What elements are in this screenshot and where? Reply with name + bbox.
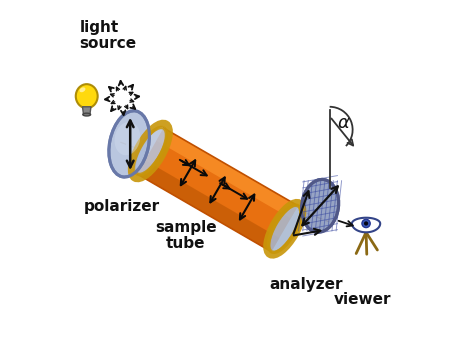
Polygon shape [156, 128, 298, 218]
Ellipse shape [115, 122, 140, 155]
Text: α: α [338, 114, 350, 132]
Ellipse shape [80, 87, 85, 92]
Polygon shape [82, 107, 91, 115]
Text: viewer: viewer [334, 293, 391, 307]
Ellipse shape [83, 113, 91, 116]
Text: light
source: light source [80, 20, 137, 51]
Text: polarizer: polarizer [84, 199, 160, 214]
Polygon shape [137, 128, 298, 252]
Text: sample
tube: sample tube [155, 220, 217, 251]
Text: analyzer: analyzer [269, 277, 343, 291]
Polygon shape [137, 160, 279, 252]
Polygon shape [352, 218, 380, 232]
Circle shape [364, 222, 368, 225]
Ellipse shape [109, 111, 149, 177]
Ellipse shape [269, 205, 301, 252]
Ellipse shape [134, 127, 166, 175]
Ellipse shape [76, 84, 98, 108]
Circle shape [362, 219, 370, 228]
Ellipse shape [301, 179, 339, 232]
